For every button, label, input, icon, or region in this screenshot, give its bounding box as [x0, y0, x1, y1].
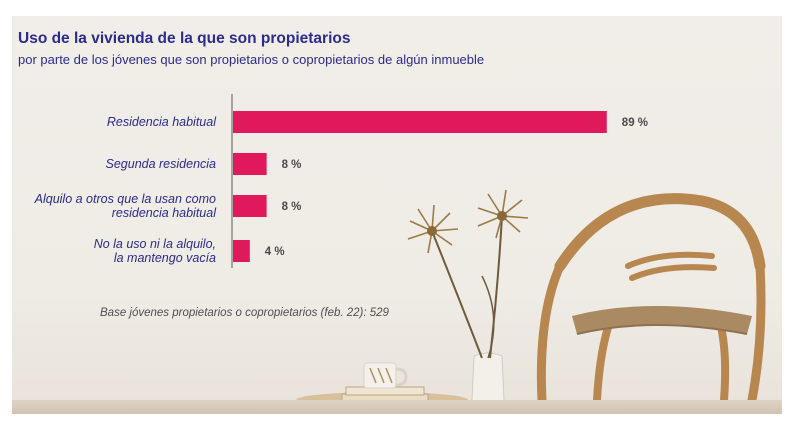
value-label-1: 89 % — [622, 117, 648, 129]
chart-title: Uso de la vivienda de la que son propiet… — [18, 30, 351, 47]
bar-3 — [233, 195, 267, 217]
value-label-2: 8 % — [282, 159, 302, 171]
chart-panel: Uso de la vivienda de la que son propiet… — [12, 16, 782, 414]
bar-4 — [233, 240, 250, 262]
chart-subtitle: por parte de los jóvenes que son propiet… — [18, 52, 485, 67]
bar-2 — [233, 153, 267, 175]
floor — [12, 400, 782, 414]
base-note: Base jóvenes propietarios o copropietari… — [100, 307, 389, 319]
value-label-4: 4 % — [265, 246, 285, 258]
category-label-3: Alquilo a otros que la usan como residenc… — [34, 192, 218, 220]
value-label-3: 8 % — [282, 201, 302, 213]
bar-chart: 89 % Residencia habitual 8 % Segunda reside… — [34, 94, 648, 268]
category-label-1: Residencia habitual — [107, 115, 217, 129]
category-label-4: No la uso ni la alquilo, la mantengo vací… — [94, 237, 216, 265]
bar-1 — [233, 111, 607, 133]
category-label-2: Segunda residencia — [106, 157, 217, 171]
